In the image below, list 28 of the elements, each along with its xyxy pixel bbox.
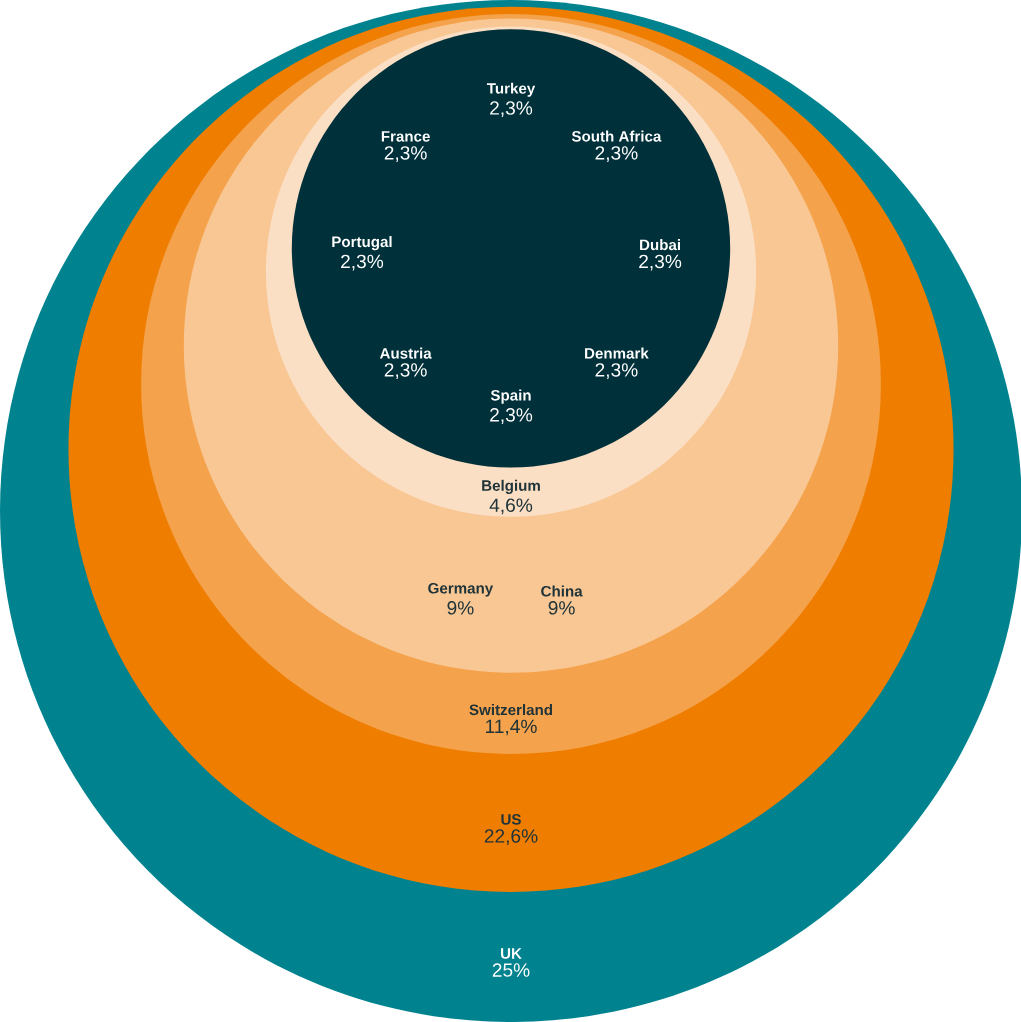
data-label: 2,3% (639, 254, 682, 271)
data-label: 9% (548, 601, 575, 615)
category-label: Spain (490, 389, 531, 404)
category-label: Austria (379, 347, 432, 359)
data-label: 2,3% (490, 101, 533, 118)
data-label: 9% (447, 601, 474, 615)
category-label: Germany (428, 582, 494, 597)
data-label: 2,3% (595, 363, 638, 379)
category-label: Switzerland (469, 704, 553, 716)
category-label: France (381, 131, 430, 142)
category-label: South Africa (571, 130, 662, 142)
category-label: Dubai (640, 239, 680, 251)
data-label: 2,3% (490, 408, 533, 424)
category-label: China (541, 585, 583, 597)
category-label: Denmark (585, 347, 649, 359)
data-label: 22,6% (484, 829, 538, 846)
data-label: 2,3% (341, 254, 384, 271)
data-label: 2,3% (595, 146, 638, 162)
category-label: US (501, 814, 521, 825)
data-label: 25% (492, 963, 530, 977)
category-label: Portugal (332, 236, 392, 251)
data-label: 4,6% (489, 498, 533, 515)
data-label: 11,4% (486, 719, 537, 736)
category-label: UK (500, 948, 522, 959)
category-label: Turkey (486, 82, 536, 97)
category-label: Belgium (482, 479, 540, 494)
data-label: 2,3% (384, 146, 427, 162)
data-label: 2,3% (384, 363, 427, 379)
